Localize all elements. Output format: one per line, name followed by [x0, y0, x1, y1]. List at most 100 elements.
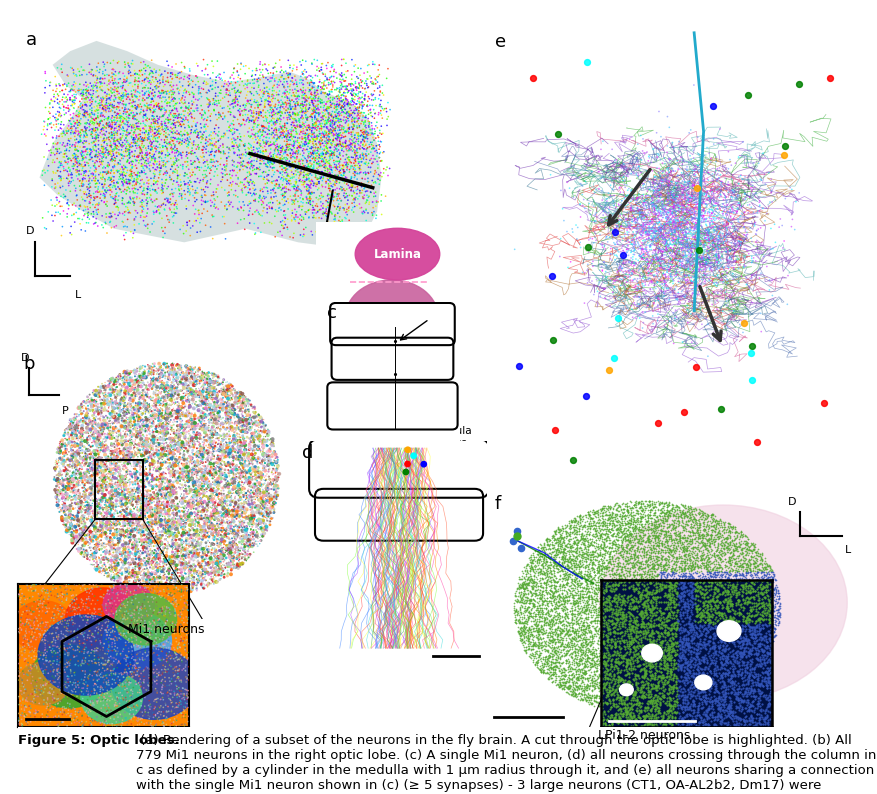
Point [662, 553, 676, 565]
Point [153, 121, 168, 134]
Point [691, 538, 705, 551]
Point [120, 422, 134, 434]
Point [633, 607, 647, 620]
Point [674, 680, 688, 692]
Point [269, 476, 283, 488]
Point [173, 570, 187, 583]
Point [560, 553, 574, 565]
Point [659, 536, 673, 549]
Point [695, 576, 709, 588]
Point [688, 541, 702, 553]
Point [679, 569, 693, 582]
Point [753, 616, 767, 629]
Point [118, 513, 132, 526]
Point [104, 455, 118, 468]
Point [633, 697, 647, 710]
Point [643, 218, 657, 230]
Point [249, 488, 263, 501]
Point [709, 197, 724, 210]
Point [645, 523, 659, 536]
Point [162, 399, 176, 411]
Point [109, 135, 123, 148]
Point [62, 491, 76, 504]
Point [650, 642, 664, 654]
Point [99, 438, 113, 451]
Point [538, 645, 553, 657]
Point [131, 384, 145, 396]
Point [727, 651, 741, 664]
Point [708, 571, 722, 584]
Point [714, 638, 728, 650]
Point [660, 265, 674, 278]
Point [627, 557, 641, 570]
Point [158, 133, 172, 146]
Point [648, 667, 662, 680]
Point [725, 642, 739, 654]
Point [175, 133, 189, 145]
Point [153, 382, 168, 395]
Point [282, 54, 296, 67]
Point [758, 604, 772, 617]
Point [146, 570, 160, 583]
Point [611, 220, 625, 233]
Point [533, 662, 547, 675]
Point [714, 661, 728, 673]
Point [634, 655, 648, 668]
Point [612, 505, 626, 518]
Point [183, 545, 197, 558]
Point [676, 672, 690, 684]
Point [172, 437, 186, 450]
Point [706, 588, 720, 600]
Point [250, 465, 264, 478]
Point [599, 562, 613, 575]
Point [149, 509, 163, 522]
Point [178, 466, 192, 479]
Point [207, 450, 221, 463]
Point [103, 686, 118, 699]
Point [766, 289, 780, 302]
Point [80, 191, 94, 204]
Point [610, 640, 624, 653]
Point [153, 495, 167, 508]
Point [85, 481, 99, 494]
Point [96, 454, 110, 467]
Point [75, 178, 89, 191]
Point [709, 677, 724, 690]
Point [566, 686, 580, 699]
Point [741, 579, 755, 592]
Point [699, 595, 713, 607]
Point [569, 627, 583, 640]
Point [599, 647, 613, 660]
Point [710, 699, 724, 711]
Point [89, 478, 103, 491]
Point [192, 484, 206, 497]
Point [162, 551, 176, 564]
Point [99, 566, 113, 579]
Point [184, 507, 198, 520]
Point [117, 597, 131, 610]
Point [759, 642, 773, 654]
Point [720, 321, 734, 333]
Point [227, 62, 241, 75]
Point [598, 588, 612, 600]
Point [253, 191, 267, 203]
Point [182, 557, 196, 569]
Point [735, 650, 749, 663]
Point [646, 573, 660, 586]
Point [645, 216, 660, 229]
Point [94, 110, 108, 122]
Point [657, 228, 671, 241]
Point [146, 667, 160, 680]
Point [260, 468, 274, 480]
Point [643, 607, 657, 619]
Point [230, 427, 244, 440]
Point [727, 661, 741, 674]
Point [305, 187, 319, 200]
Point [766, 618, 781, 630]
Point [584, 517, 598, 530]
Point [246, 484, 260, 497]
Point [365, 138, 379, 151]
Point [538, 627, 553, 640]
Point [168, 645, 182, 657]
Point [646, 234, 660, 247]
